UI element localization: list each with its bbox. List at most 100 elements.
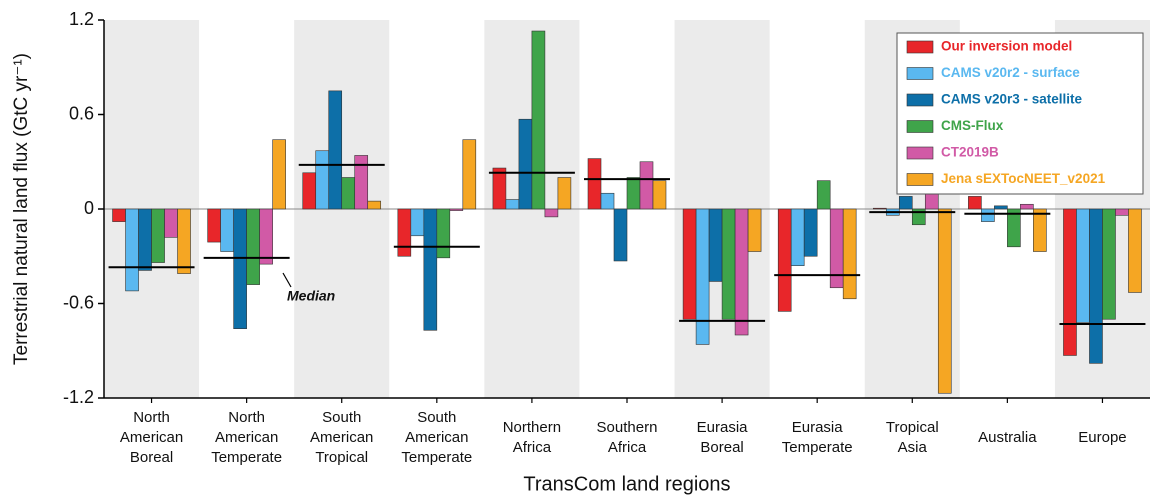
x-tick-label: Tropical (886, 419, 939, 436)
bar (410, 208, 425, 237)
bar (328, 90, 343, 210)
legend-label: Jena sEXTocNEET_v2021 (941, 171, 1106, 186)
legend-label: CT2019B (941, 145, 999, 160)
legend-swatch (906, 120, 934, 133)
bar (354, 155, 369, 210)
x-tick-label: Africa (608, 439, 647, 456)
legend-swatch (906, 40, 934, 54)
x-axis-title: TransCom land regions (523, 473, 730, 495)
bar (1020, 203, 1034, 210)
bar (777, 208, 792, 312)
bar (682, 208, 697, 320)
bar (449, 208, 464, 211)
bar (112, 208, 126, 222)
bar (397, 208, 412, 257)
x-tick-label: American (405, 429, 468, 446)
bar (994, 205, 1008, 210)
bar (164, 208, 178, 238)
bar (1063, 208, 1077, 356)
annotation-arrow (282, 272, 292, 288)
x-tick-label: Africa (513, 439, 552, 456)
y-tick-label: -1.2 (63, 387, 94, 407)
bar (531, 30, 546, 210)
bar (492, 167, 507, 210)
x-tick-label: American (215, 429, 278, 446)
y-tick-label: 1.2 (69, 9, 94, 29)
x-tick-label: North (133, 409, 170, 426)
legend-box (896, 32, 1144, 195)
bar (1128, 208, 1142, 293)
x-tick-label: Europe (1078, 429, 1126, 446)
x-tick-label: American (120, 429, 183, 446)
bar (708, 208, 723, 282)
bar (1076, 208, 1090, 323)
annotation: Median (287, 288, 335, 304)
bar (151, 208, 165, 263)
bar (803, 208, 818, 257)
bar (790, 208, 805, 267)
bar (125, 208, 139, 292)
y-tick-label: -0.6 (63, 292, 94, 312)
bar (626, 177, 641, 210)
bar (872, 207, 887, 210)
bar (734, 208, 749, 336)
x-tick-label: Tropical (315, 449, 368, 466)
bar (747, 208, 762, 252)
bar (1089, 208, 1103, 364)
bar (518, 118, 533, 210)
x-tick-label: South (417, 409, 456, 426)
legend-swatch (906, 146, 934, 160)
bar (315, 150, 330, 210)
bar (544, 208, 559, 218)
bar (557, 177, 572, 210)
legend-label: CAMS v20r2 - surface (941, 65, 1080, 80)
bar (898, 196, 913, 210)
legend-swatch (906, 67, 934, 80)
x-tick-label: Eurasia (697, 419, 749, 436)
bar (842, 208, 857, 300)
bar (587, 158, 602, 210)
bar (937, 208, 952, 394)
bar (816, 180, 831, 210)
bar (220, 208, 234, 252)
bar (436, 208, 451, 259)
bar (272, 139, 286, 210)
bar (367, 200, 382, 210)
x-tick-label: Boreal (700, 439, 743, 456)
x-tick-label: Australia (978, 429, 1037, 446)
x-tick-label: Temperate (211, 449, 282, 466)
legend-swatch (906, 173, 934, 186)
bar (246, 208, 260, 285)
bar (968, 196, 982, 210)
x-tick-label: Temperate (401, 449, 472, 466)
x-tick-label: Northern (503, 419, 561, 436)
bar (639, 161, 654, 210)
bar (1115, 208, 1129, 216)
x-tick-label: Asia (898, 439, 928, 456)
bar (1102, 208, 1116, 320)
bar (1033, 208, 1047, 252)
bar (505, 199, 520, 210)
y-tick-label: 0.6 (69, 103, 94, 123)
y-tick-label: 0 (84, 198, 94, 218)
bar (233, 208, 247, 329)
x-tick-label: Eurasia (792, 419, 844, 436)
bar (721, 208, 736, 320)
bar (341, 177, 356, 210)
x-tick-label: Boreal (130, 449, 173, 466)
bar (652, 180, 667, 210)
bar (695, 208, 710, 345)
x-tick-label: North (228, 409, 265, 426)
bar (259, 208, 273, 265)
y-axis-title: Terrestrial natural land flux (GtC yr⁻¹) (11, 53, 32, 365)
x-tick-label: Temperate (782, 439, 853, 456)
legend-label: CMS-Flux (941, 118, 1004, 133)
bar (177, 208, 191, 274)
bar (423, 208, 438, 331)
bar (138, 208, 152, 271)
bar (600, 192, 615, 210)
bar (981, 208, 995, 222)
x-tick-label: American (310, 429, 373, 446)
bar (207, 208, 221, 243)
